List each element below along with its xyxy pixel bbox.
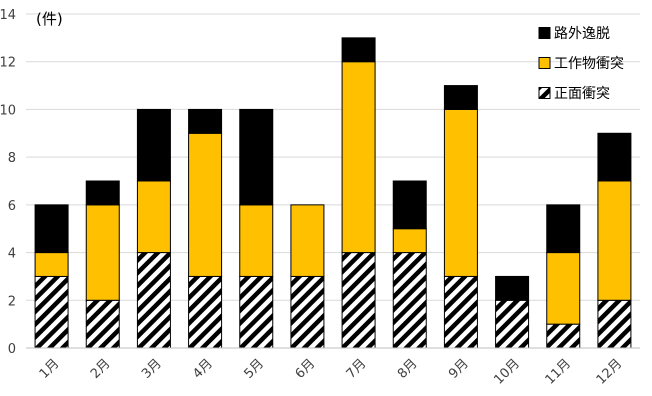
- y-tick-label-5: 10: [0, 103, 16, 118]
- y-axis-unit-label: (件): [36, 10, 63, 28]
- bar-1-series-2: [85, 180, 120, 206]
- y-tick-label-7: 14: [0, 8, 16, 23]
- bar-10-series-2: [546, 204, 581, 254]
- bar-6-series-0: [341, 252, 376, 349]
- bar-0-series-2: [34, 204, 69, 254]
- y-tick-label-0: 0: [8, 342, 16, 357]
- bar-2-series-0: [136, 252, 171, 349]
- bar-4-series-1: [239, 204, 274, 277]
- bar-10-series-1: [546, 252, 581, 325]
- x-tick-label-7: 8月: [395, 356, 421, 382]
- bar-6-series-2: [341, 37, 376, 63]
- bar-5-series-0: [290, 275, 325, 349]
- bar-3-series-2: [188, 108, 223, 134]
- bar-9-series-0: [495, 299, 530, 349]
- y-tick-label-2: 4: [8, 247, 16, 262]
- bar-8-series-0: [443, 275, 478, 349]
- legend-label-1: 工作物衝突: [554, 56, 624, 72]
- legend-label-0: 路外逸脱: [554, 26, 610, 42]
- bar-2-series-2: [136, 108, 171, 182]
- bar-4-series-2: [239, 108, 274, 206]
- bar-0-series-0: [34, 275, 69, 349]
- bar-0-series-1: [34, 252, 69, 277]
- bar-11-series-2: [597, 132, 632, 182]
- y-tick-label-6: 12: [0, 56, 16, 71]
- y-tick-label-4: 8: [8, 151, 16, 166]
- x-tick-label-0: 1月: [37, 356, 63, 382]
- x-tick-label-10: 11月: [543, 356, 574, 387]
- bar-10-series-0: [546, 323, 581, 349]
- bar-7-series-1: [392, 228, 427, 254]
- legend-label-2: 正面衝突: [554, 86, 610, 102]
- x-tick-label-6: 7月: [344, 356, 370, 382]
- x-tick-label-9: 10月: [491, 356, 522, 387]
- x-tick-label-4: 5月: [241, 356, 267, 382]
- bar-3-series-1: [188, 132, 223, 277]
- y-tick-label-1: 2: [8, 294, 16, 309]
- legend-swatch-0: [538, 27, 551, 39]
- bar-4-series-0: [239, 275, 274, 349]
- bar-11-series-1: [597, 180, 632, 301]
- bar-1-series-1: [85, 204, 120, 301]
- legend-swatch-2: [538, 87, 551, 99]
- x-tick-label-5: 6月: [293, 356, 319, 382]
- x-tick-label-3: 4月: [190, 356, 216, 382]
- bar-11-series-0: [597, 299, 632, 349]
- bar-3-series-0: [188, 275, 223, 349]
- x-tick-label-8: 9月: [446, 356, 472, 382]
- x-tick-label-1: 2月: [88, 356, 114, 382]
- legend-swatch-1: [538, 57, 551, 69]
- x-tick-label-11: 12月: [594, 356, 625, 387]
- bar-8-series-2: [443, 85, 478, 110]
- bar-2-series-1: [136, 180, 171, 254]
- bar-7-series-2: [392, 180, 427, 230]
- bar-6-series-1: [341, 61, 376, 254]
- bar-8-series-1: [443, 108, 478, 277]
- bar-7-series-0: [392, 252, 427, 349]
- bar-1-series-0: [85, 299, 120, 349]
- y-tick-label-3: 6: [8, 199, 16, 214]
- bar-9-series-2: [495, 275, 530, 301]
- bar-5-series-1: [290, 204, 325, 277]
- x-tick-label-2: 3月: [139, 356, 165, 382]
